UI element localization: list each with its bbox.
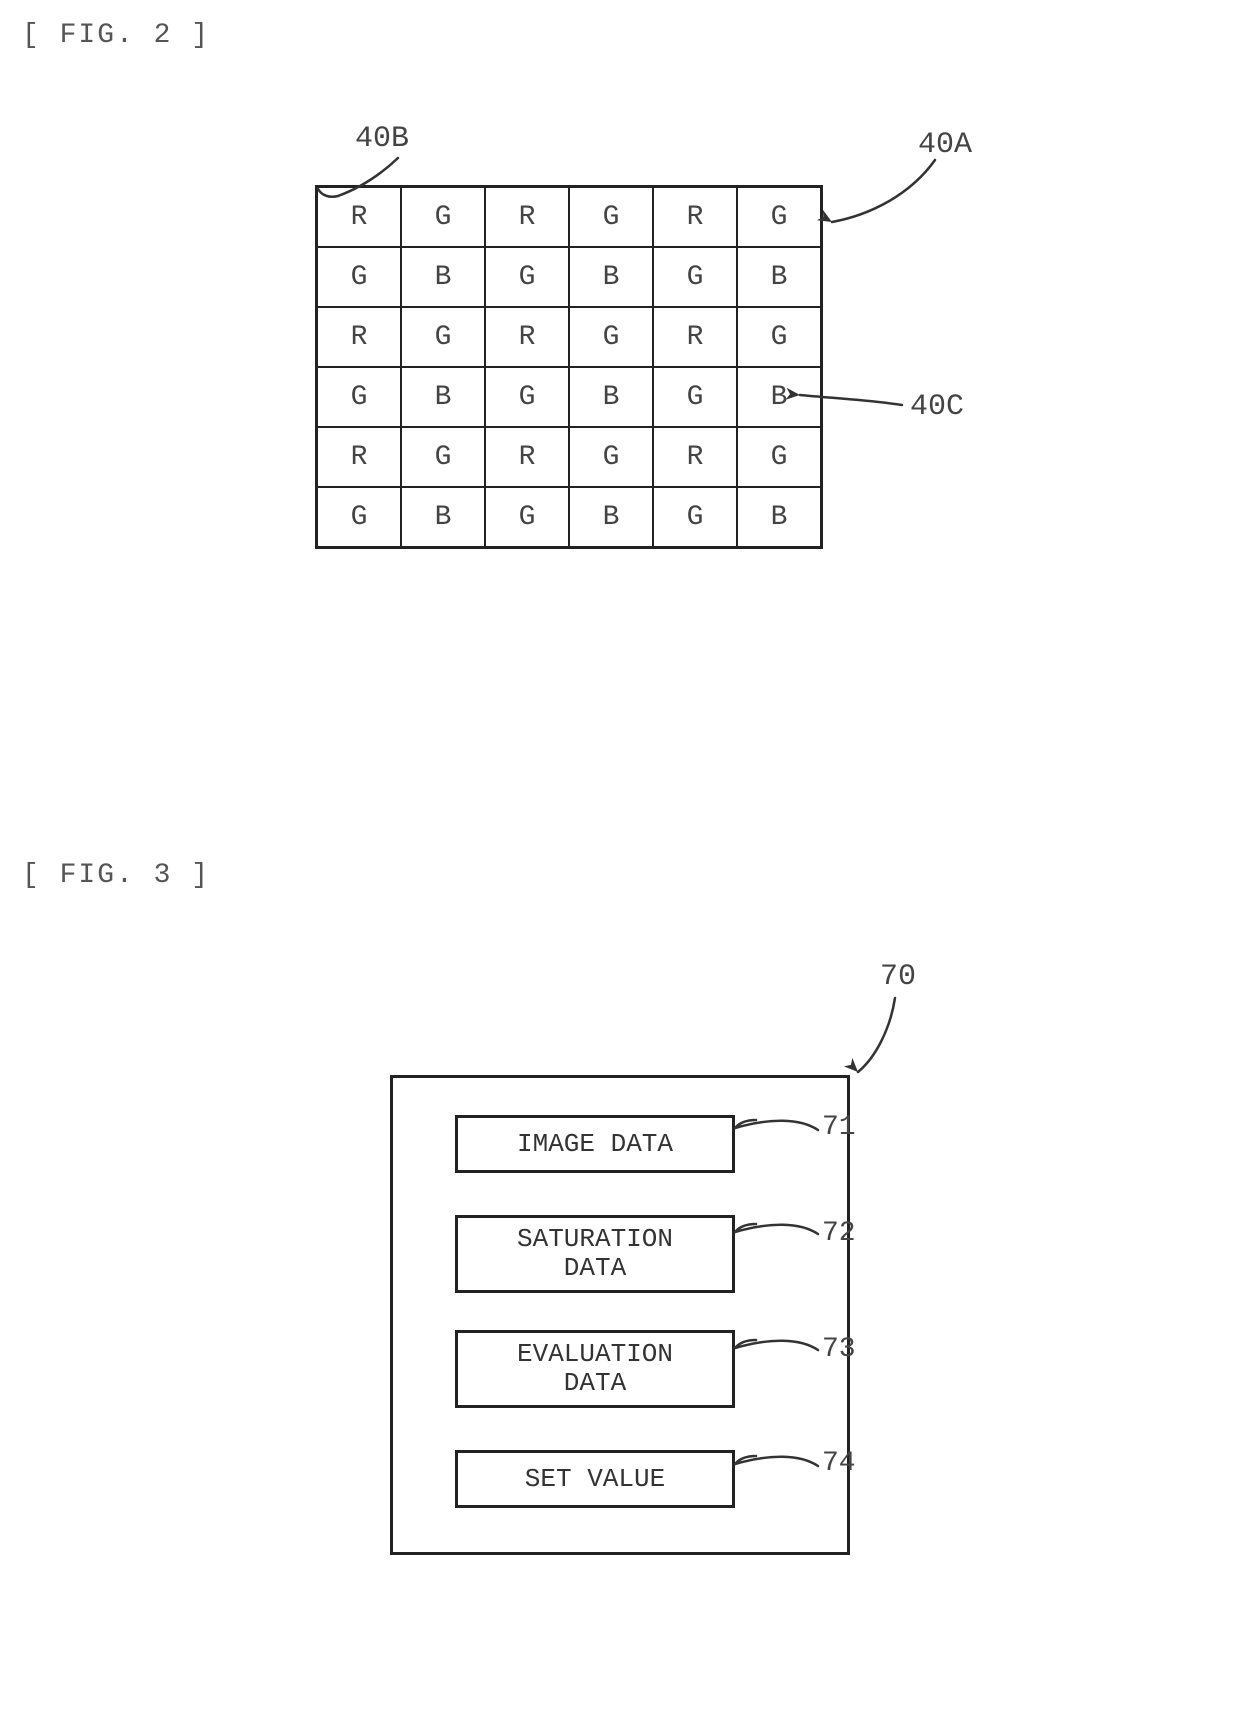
grid-cell: B — [737, 367, 822, 427]
grid-cell: B — [401, 487, 485, 548]
grid-cell: B — [401, 247, 485, 307]
grid-cell: G — [653, 367, 737, 427]
panel-item-set_value: SET VALUE — [455, 1450, 735, 1508]
grid-cell: B — [737, 487, 822, 548]
grid-cell: G — [737, 307, 822, 367]
panel-item-number-set_value: 74 — [822, 1448, 856, 1479]
grid-cell: G — [737, 187, 822, 248]
panel-item-number-image_data: 71 — [822, 1112, 856, 1143]
grid-cell: G — [401, 427, 485, 487]
panel-item-evaluation_data: EVALUATION DATA — [455, 1330, 735, 1408]
grid-cell: R — [485, 187, 569, 248]
grid-cell: G — [401, 187, 485, 248]
panel-item-image_data: IMAGE DATA — [455, 1115, 735, 1173]
grid-cell: G — [653, 487, 737, 548]
grid-cell: G — [569, 187, 653, 248]
grid-cell: G — [485, 367, 569, 427]
grid-cell: G — [569, 427, 653, 487]
grid-cell: G — [737, 427, 822, 487]
callout-40B: 40B — [355, 122, 409, 156]
grid-cell: R — [317, 427, 402, 487]
grid-cell: R — [485, 307, 569, 367]
grid-cell: G — [485, 487, 569, 548]
grid-cell: B — [401, 367, 485, 427]
panel-item-number-evaluation_data: 73 — [822, 1334, 856, 1365]
callout-40C: 40C — [910, 390, 964, 424]
grid-cell: G — [317, 247, 402, 307]
grid-cell: R — [317, 187, 402, 248]
grid-cell: R — [653, 307, 737, 367]
grid-cell: G — [653, 247, 737, 307]
fig2-label: [ FIG. 2 ] — [22, 20, 210, 51]
grid-cell: B — [569, 487, 653, 548]
callout-70: 70 — [880, 960, 916, 994]
grid-cell: B — [569, 247, 653, 307]
grid-cell: G — [317, 487, 402, 548]
grid-cell: R — [317, 307, 402, 367]
grid-cell: G — [401, 307, 485, 367]
grid-cell: G — [485, 247, 569, 307]
fig3-label: [ FIG. 3 ] — [22, 860, 210, 891]
bayer-grid: RGRGRGGBGBGBRGRGRGGBGBGBRGRGRGGBGBGB — [315, 185, 823, 549]
grid-cell: B — [737, 247, 822, 307]
grid-cell: R — [485, 427, 569, 487]
grid-cell: B — [569, 367, 653, 427]
callout-40A: 40A — [918, 128, 972, 162]
grid-cell: R — [653, 427, 737, 487]
grid-cell: G — [569, 307, 653, 367]
grid-cell: R — [653, 187, 737, 248]
grid-cell: G — [317, 367, 402, 427]
panel-item-number-saturation_data: 72 — [822, 1218, 856, 1249]
panel-item-saturation_data: SATURATION DATA — [455, 1215, 735, 1293]
